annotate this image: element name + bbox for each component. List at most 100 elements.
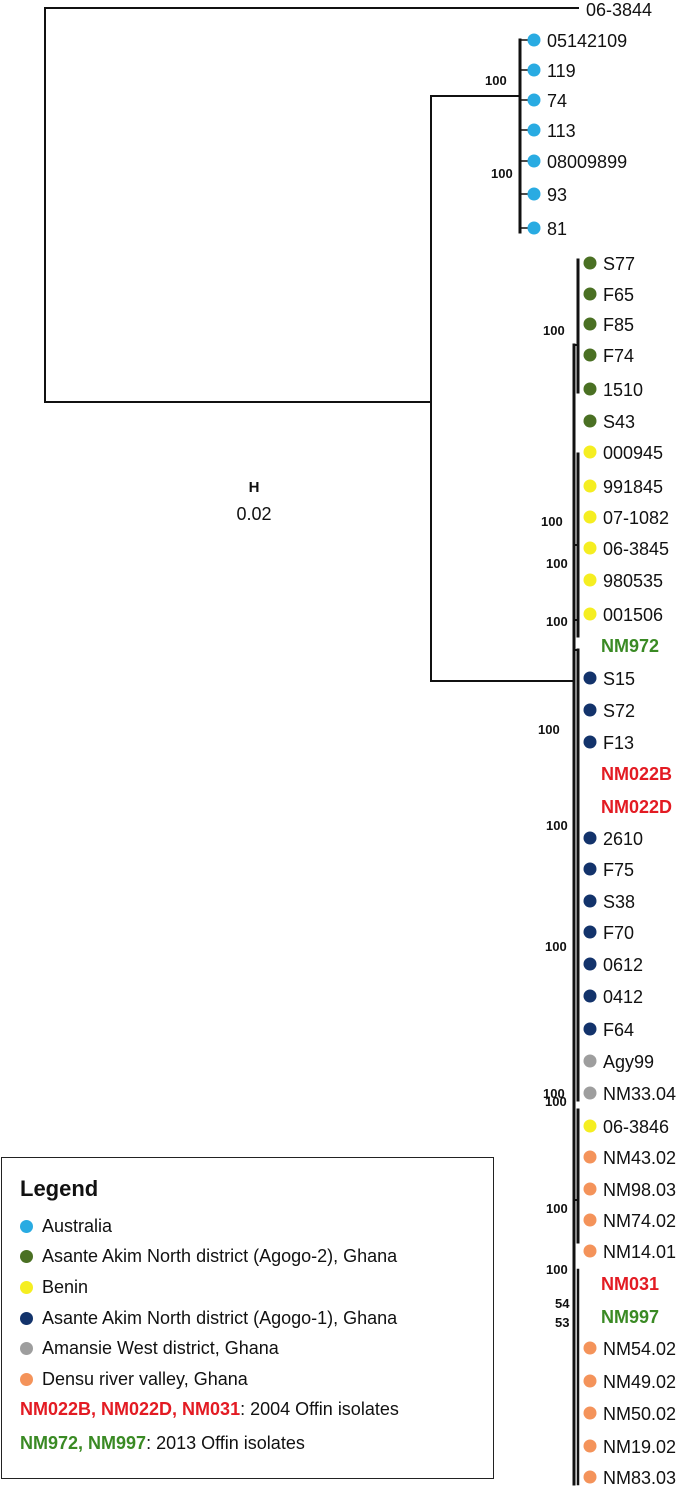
leaf-marker-dot xyxy=(583,541,597,555)
leaf-label: NM98.03 xyxy=(603,1180,676,1200)
leaf-label: NM43.02 xyxy=(603,1148,676,1168)
legend-offin-2004-isolates: NM022B, NM022D, NM031 xyxy=(20,1398,241,1419)
support-value-label: 100 xyxy=(546,614,568,629)
leaf-label: NM49.02 xyxy=(603,1372,676,1392)
legend-entry-label: Australia xyxy=(42,1215,113,1236)
leaf-label: NM14.01 xyxy=(603,1242,676,1262)
leaf-label: NM972 xyxy=(601,636,659,656)
leaf-label: S38 xyxy=(603,892,635,912)
leaf-marker-dot xyxy=(583,831,597,845)
leaf-marker-dot xyxy=(527,154,541,168)
legend-color-dot xyxy=(20,1219,33,1233)
leaf-marker-dot xyxy=(583,1213,597,1227)
legend-entry-offin-2004: NM022B, NM022D, NM031 : 2004 Offin isola… xyxy=(20,1397,399,1421)
leaf-label: NM83.03 xyxy=(603,1468,676,1488)
leaf-label: F70 xyxy=(603,923,634,943)
legend-entry-label: Benin xyxy=(42,1276,89,1297)
scale-bar: H 0.02 xyxy=(236,479,271,524)
leaf-label: 06-3846 xyxy=(603,1117,669,1137)
leaf-marker-dot xyxy=(583,256,597,270)
leaf-marker-dot xyxy=(583,1086,597,1100)
support-value-label: 100 xyxy=(543,1086,565,1101)
support-value-label: 100 xyxy=(491,166,513,181)
scale-bar-value: 0.02 xyxy=(236,504,271,524)
leaf-marker-dot xyxy=(583,510,597,524)
legend-entry: Densu river valley, Ghana xyxy=(20,1368,248,1392)
leaf-label: NM50.02 xyxy=(603,1404,676,1424)
leaf-marker-dot xyxy=(583,1150,597,1164)
legend-color-dot xyxy=(20,1280,33,1294)
leaf-marker-dot xyxy=(527,123,541,137)
leaf-marker-dot xyxy=(583,1022,597,1036)
legend-color-dot xyxy=(20,1250,33,1264)
tree-branches xyxy=(44,7,580,1486)
legend-color-dot xyxy=(20,1311,33,1325)
leaf-label: NM33.04 xyxy=(603,1084,676,1104)
leaf-marker-dot xyxy=(583,445,597,459)
leaf-marker-dot xyxy=(583,414,597,428)
leaf-label: 1510 xyxy=(603,380,643,400)
leaf-marker-dot xyxy=(583,894,597,908)
leaf-marker-dot xyxy=(583,1054,597,1068)
legend-entry: Asante Akim North district (Agogo-2), Gh… xyxy=(20,1245,397,1269)
leaf-label: F13 xyxy=(603,733,634,753)
leaf-marker-dot xyxy=(583,703,597,717)
scale-bar-symbol: H xyxy=(249,479,260,496)
leaf-label: NM997 xyxy=(601,1307,659,1327)
support-value-label: 100 xyxy=(546,1201,568,1216)
support-value-label: 100 xyxy=(543,323,565,338)
leaf-marker-dot xyxy=(583,479,597,493)
leaf-marker-dot xyxy=(583,862,597,876)
leaf-label: 991845 xyxy=(603,477,663,497)
leaf-label: 08009899 xyxy=(547,152,627,172)
leaf-marker-dot xyxy=(583,1119,597,1133)
support-value-label: 100 xyxy=(485,73,507,88)
leaf-label: 0412 xyxy=(603,987,643,1007)
support-value-label: 100 xyxy=(545,939,567,954)
leaf-label: F85 xyxy=(603,315,634,335)
leaf-marker-dot xyxy=(583,989,597,1003)
legend-entry-label: Amansie West district, Ghana xyxy=(42,1338,279,1359)
leaf-label: NM031 xyxy=(601,1274,659,1294)
support-value-label: 100 xyxy=(546,1262,568,1277)
legend-entry: Asante Akim North district (Agogo-1), Gh… xyxy=(20,1306,397,1330)
leaf-marker-dot xyxy=(583,1439,597,1453)
leaf-label: NM54.02 xyxy=(603,1339,676,1359)
leaf-label: 000945 xyxy=(603,443,663,463)
leaf-marker-dot xyxy=(583,573,597,587)
leaf-marker-dot xyxy=(583,287,597,301)
legend-box: Legend Australia Asante Akim North distri… xyxy=(1,1157,494,1479)
leaf-label: F64 xyxy=(603,1020,634,1040)
leaf-marker-dot xyxy=(583,348,597,362)
leaf-marker-dot xyxy=(527,33,541,47)
leaf-marker-dot xyxy=(527,63,541,77)
leaf-label: Agy99 xyxy=(603,1052,654,1072)
leaf-label: 113 xyxy=(547,121,576,141)
tree-leaves: 05142109 119 74 113 08009899 93 81 S77 F65 F85 F74… xyxy=(527,31,676,1488)
legend-entry-offin-2013: NM972, NM997 : 2013 Offin isolates xyxy=(20,1431,305,1455)
leaf-marker-dot xyxy=(583,1244,597,1258)
leaf-marker-dot xyxy=(527,93,541,107)
leaf-label: 05142109 xyxy=(547,31,627,51)
support-value-label: 100 xyxy=(538,722,560,737)
leaf-marker-dot xyxy=(583,1182,597,1196)
legend-entry-label: Asante Akim North district (Agogo-1), Gh… xyxy=(42,1307,398,1328)
leaf-marker-dot xyxy=(583,735,597,749)
leaf-marker-dot xyxy=(527,187,541,201)
leaf-label: 07-1082 xyxy=(603,508,669,528)
leaf-label: F65 xyxy=(603,285,634,305)
legend-entry: Australia xyxy=(20,1214,112,1238)
leaf-label: S72 xyxy=(603,701,635,721)
leaf-marker-dot xyxy=(583,957,597,971)
leaf-marker-dot xyxy=(583,1406,597,1420)
legend-entry-label: Densu river valley, Ghana xyxy=(42,1369,248,1389)
support-value-label: 100 xyxy=(541,514,563,529)
leaf-label: F75 xyxy=(603,860,634,880)
leaf-label: 119 xyxy=(547,61,576,81)
legend-offin-2013-isolates: NM972, NM997 xyxy=(20,1432,147,1453)
leaf-label: 001506 xyxy=(603,605,663,625)
leaf-label: S15 xyxy=(603,669,635,689)
leaf-marker-dot xyxy=(583,607,597,621)
leaf-label: NM74.02 xyxy=(603,1211,676,1231)
